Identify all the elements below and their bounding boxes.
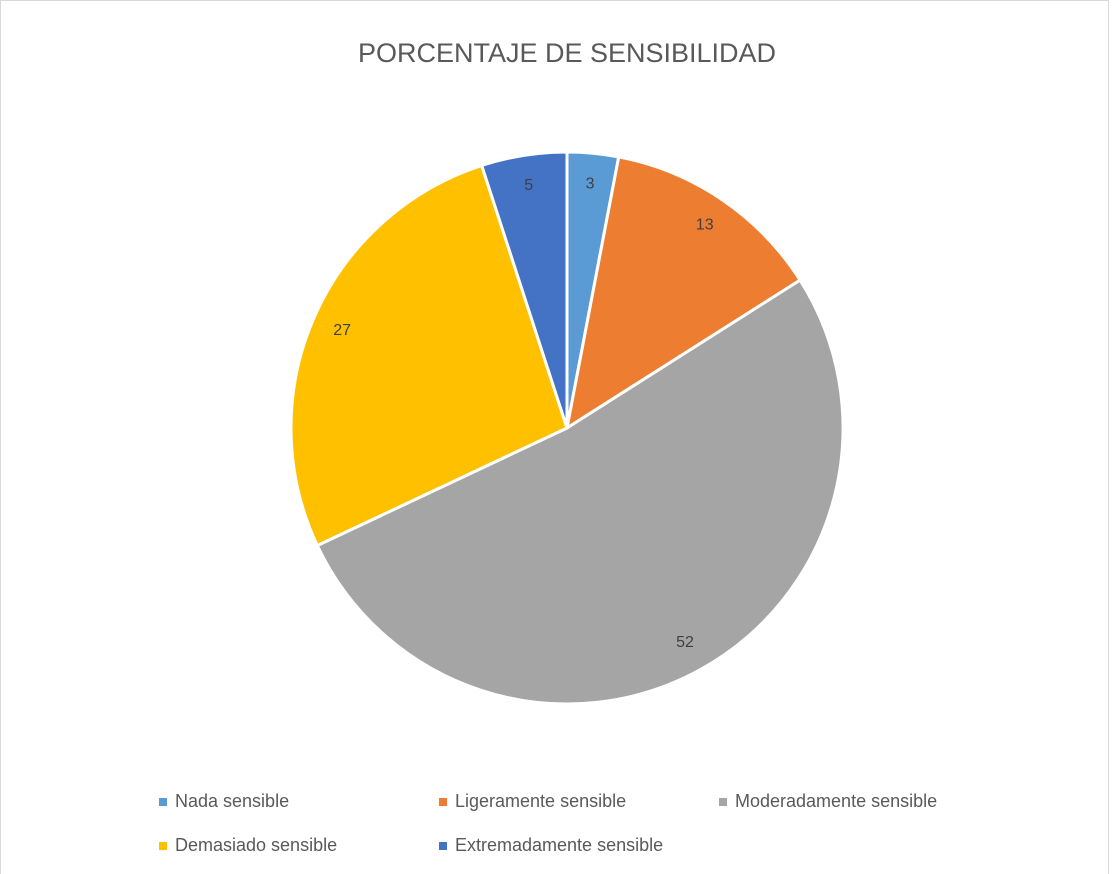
- data-label: 52: [676, 634, 694, 651]
- data-label: 5: [524, 177, 533, 194]
- pie-slice: [480, 150, 569, 430]
- data-label: 13: [696, 217, 714, 234]
- legend-label: Moderadamente sensible: [735, 791, 937, 811]
- legend-marker: [159, 798, 167, 806]
- pie-slice: [315, 278, 845, 706]
- legend-label: Ligeramente sensible: [455, 791, 626, 811]
- data-label: 27: [333, 322, 351, 339]
- pie-slice: [565, 155, 802, 430]
- legend-marker: [439, 842, 447, 850]
- legend-marker: [159, 842, 167, 850]
- data-label: 3: [586, 175, 595, 192]
- legend-label: Extremadamente sensible: [455, 835, 663, 855]
- legend-label: Nada sensible: [175, 791, 289, 811]
- pie-slice: [289, 164, 569, 548]
- legend-marker: [719, 798, 727, 806]
- legend-marker: [439, 798, 447, 806]
- legend-label: Demasiado sensible: [175, 835, 337, 855]
- chart-title: PORCENTAJE DE SENSIBILIDAD: [358, 38, 776, 68]
